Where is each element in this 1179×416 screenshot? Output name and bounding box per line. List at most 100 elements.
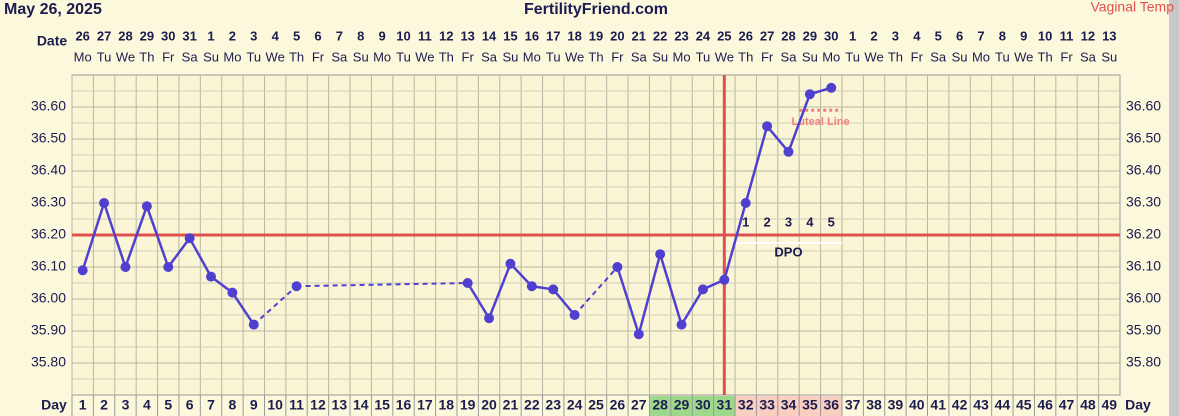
- x-tick-label: 23: [545, 397, 561, 413]
- day-highlight: [692, 396, 714, 416]
- weekday-label: Fr: [611, 49, 624, 64]
- weekday-label: Fr: [761, 49, 774, 64]
- date-label: 7: [336, 28, 343, 43]
- date-label: 8: [357, 28, 364, 43]
- y-tick-label: 35.80: [31, 354, 66, 370]
- date-label: 25: [717, 28, 731, 43]
- x-tick-label: 20: [481, 397, 497, 413]
- x-tick-label: 10: [267, 397, 283, 413]
- data-point: [141, 201, 152, 212]
- x-tick-label: 14: [353, 397, 369, 413]
- y-tick-label: 35.90: [1126, 322, 1161, 338]
- x-tick-label: 29: [674, 397, 690, 413]
- date-label: 29: [140, 28, 154, 43]
- chart-title: FertilityFriend.com: [524, 1, 668, 18]
- dpo-label: 1: [742, 214, 749, 229]
- date-label: 13: [1102, 28, 1116, 43]
- x-tick-label: 34: [781, 397, 797, 413]
- data-point: [77, 265, 88, 276]
- x-tick-label: 6: [186, 397, 194, 413]
- weekday-label: Th: [888, 49, 903, 64]
- date-label: 5: [293, 28, 300, 43]
- data-point: [505, 258, 516, 269]
- x-tick-label: 27: [631, 397, 647, 413]
- x-tick-label: 45: [1016, 397, 1032, 413]
- date-label: 19: [589, 28, 603, 43]
- dpo-label: 3: [785, 214, 792, 229]
- x-tick-label: 24: [567, 397, 583, 413]
- date-label: 6: [314, 28, 321, 43]
- data-point: [99, 198, 110, 208]
- x-tick-label: 49: [1102, 397, 1118, 413]
- day-row-label: Day: [1125, 397, 1151, 413]
- dpo-label: 2: [763, 214, 770, 229]
- weekday-label: Th: [439, 49, 454, 64]
- y-tick-label: 36.60: [1126, 98, 1161, 114]
- weekday-label: We: [1014, 49, 1033, 64]
- date-label: 26: [738, 28, 752, 43]
- date-label: 17: [546, 28, 560, 43]
- weekday-label: Tu: [396, 49, 411, 64]
- y-tick-label: 36.10: [31, 258, 66, 274]
- x-tick-label: 47: [1059, 397, 1075, 413]
- data-point: [227, 287, 238, 298]
- day-highlight: [799, 396, 821, 416]
- weekday-label: Fr: [462, 49, 475, 64]
- data-point: [291, 281, 302, 292]
- weekday-label: Mo: [822, 49, 840, 64]
- x-tick-label: 42: [952, 397, 968, 413]
- series-line: [466, 261, 576, 322]
- y-tick-label: 36.20: [1126, 226, 1161, 242]
- date-label: 15: [503, 28, 517, 43]
- data-point: [676, 319, 687, 330]
- day-highlight: [670, 396, 693, 416]
- data-point: [206, 271, 217, 282]
- y-tick-label: 35.80: [1126, 354, 1161, 370]
- legend-label: Vaginal Temp: [1090, 0, 1174, 15]
- data-point: [826, 82, 837, 93]
- x-tick-label: 40: [909, 397, 925, 413]
- date-label: 2: [870, 28, 877, 43]
- y-tick-label: 36.50: [31, 130, 66, 146]
- date-label: 31: [182, 28, 196, 43]
- weekday-label: Tu: [246, 49, 261, 64]
- weekday-label: Sa: [182, 49, 199, 64]
- x-tick-label: 36: [823, 397, 839, 413]
- date-label: 4: [272, 28, 280, 43]
- weekday-label: Su: [203, 49, 219, 64]
- x-tick-label: 16: [396, 397, 412, 413]
- gap-connector: [573, 266, 619, 316]
- date-label: 28: [781, 28, 795, 43]
- weekday-label: Mo: [223, 49, 241, 64]
- data-point: [526, 281, 537, 292]
- date-label: 13: [460, 28, 474, 43]
- date-label: 10: [1038, 28, 1052, 43]
- x-tick-label: 26: [610, 397, 626, 413]
- weekday-label: We: [565, 49, 584, 64]
- weekday-label: Fr: [911, 49, 924, 64]
- date-label: 27: [97, 28, 111, 43]
- weekday-label: Su: [652, 49, 668, 64]
- x-tick-label: 21: [503, 397, 519, 413]
- date-label: 4: [913, 28, 921, 43]
- date-label: 11: [1060, 28, 1074, 43]
- x-tick-label: 38: [866, 397, 882, 413]
- weekday-label: Mo: [373, 49, 391, 64]
- weekday-label: Tu: [696, 49, 711, 64]
- x-tick-label: 13: [332, 397, 348, 413]
- gap-connector: [253, 285, 298, 326]
- weekday-label: We: [116, 49, 135, 64]
- weekday-label: Th: [588, 49, 603, 64]
- day-highlight: [820, 396, 842, 416]
- weekday-label: We: [415, 49, 434, 64]
- dpo-label: 5: [828, 214, 835, 229]
- date-label: 11: [418, 28, 432, 43]
- weekday-label: Tu: [546, 49, 561, 64]
- weekday-label: Su: [802, 49, 818, 64]
- x-tick-label: 35: [802, 397, 818, 413]
- date-label: 2: [229, 28, 236, 43]
- x-tick-label: 31: [717, 397, 733, 413]
- day-highlight: [735, 396, 757, 416]
- x-tick-label: 25: [588, 397, 604, 413]
